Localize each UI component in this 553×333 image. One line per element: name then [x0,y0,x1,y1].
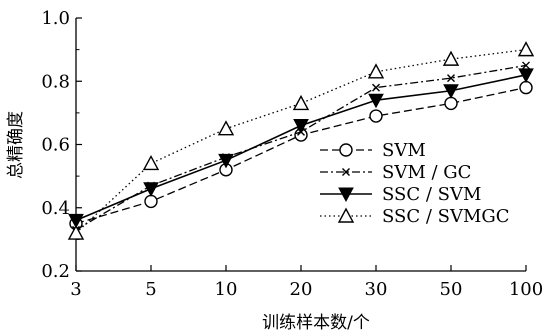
x-marker-stroke [447,74,455,83]
x-marker-stroke [372,83,380,92]
data-point [442,50,460,66]
y-tick-label: 0.2 [41,261,70,282]
legend-marker [338,187,354,203]
x-tick-label: 10 [215,279,238,300]
legend-label: SVM / GC [382,162,471,183]
legend-marker [339,143,353,157]
legend-label: SSC / SVM [382,184,481,205]
x-marker-stroke [342,168,350,176]
x-axis-label: 训练样本数/个 [262,313,370,333]
legend-marker [342,168,350,176]
data-point [68,213,84,229]
legend-label: SVM [382,140,426,161]
data-point [372,83,380,92]
data-point [519,80,533,95]
series-triangle-down [68,68,534,229]
data-point [142,154,160,171]
y-tick-label: 0.8 [41,71,70,92]
legend-label: SSC / SVMGC [382,206,510,227]
data-point [143,182,159,197]
data-point [443,84,459,99]
x-tick-label: 5 [145,279,156,300]
y-tick-label: 0.6 [41,135,70,156]
data-point [367,63,385,79]
data-point [293,119,309,134]
x-tick-label: 100 [509,279,543,300]
axes: 0.2 0.4 0.6 0.8 1.0 3 5 10 20 30 50 100 [41,8,543,300]
x-tick-label: 20 [290,279,313,300]
y-tick-label: 0.4 [41,198,70,219]
series-group [67,41,535,240]
data-point [518,68,534,83]
data-point [368,93,384,109]
data-point [292,94,310,111]
data-point [217,120,235,136]
data-point [369,109,383,123]
data-point [67,224,85,240]
x-tick-label: 3 [70,279,81,300]
data-point [444,96,458,111]
series-triangle-up [67,41,535,240]
x-marker-stroke [522,61,530,70]
data-point [517,41,535,57]
data-point [144,194,158,209]
data-point [447,74,455,83]
series-circle [69,80,533,231]
legend-marker [337,207,355,223]
x-tick-label: 30 [365,279,388,300]
y-tick-label: 1.0 [41,8,70,29]
y-axis-label: 总精确度 [6,111,26,179]
data-point [522,61,530,70]
data-point [218,153,234,169]
x-tick-label: 50 [440,279,463,300]
